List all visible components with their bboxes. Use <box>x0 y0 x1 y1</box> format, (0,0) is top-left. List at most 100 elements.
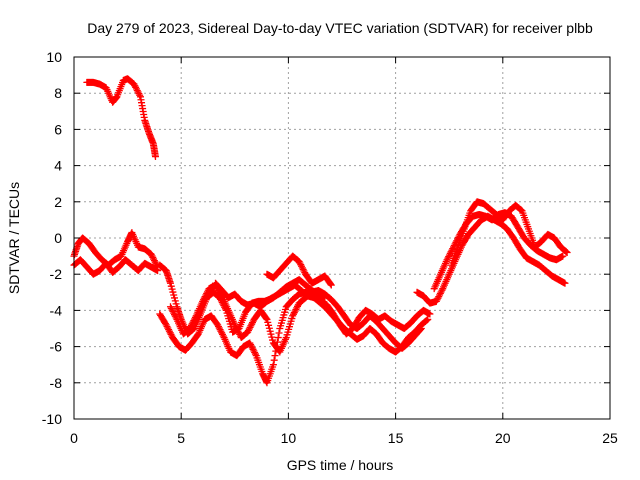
data-point <box>436 291 444 299</box>
data-point <box>298 264 306 272</box>
data-point <box>298 262 306 270</box>
grid <box>74 57 610 419</box>
data-point <box>134 88 142 96</box>
data-point <box>563 248 571 256</box>
data-point <box>245 325 253 333</box>
data-point <box>248 319 256 327</box>
chart-title: Day 279 of 2023, Sidereal Day-to-day VTE… <box>87 20 593 36</box>
data-point <box>231 321 239 329</box>
data-point <box>445 253 453 261</box>
data-point <box>136 91 144 99</box>
data-point <box>215 324 223 332</box>
data-point <box>172 314 180 322</box>
data-point <box>450 241 458 249</box>
data-point <box>188 320 196 328</box>
data-point <box>436 289 444 297</box>
data-point <box>244 327 252 335</box>
data-point <box>132 85 140 93</box>
data-point <box>435 293 443 301</box>
data-point <box>232 322 240 330</box>
data-point <box>167 304 175 312</box>
data-point <box>152 260 160 268</box>
y-tick-label: -4 <box>50 302 63 318</box>
data-point <box>437 288 445 296</box>
data-point <box>262 314 270 322</box>
data-point <box>218 329 226 337</box>
data-point <box>424 315 432 323</box>
data-point <box>559 252 567 260</box>
series-track-a <box>83 75 159 161</box>
data-point <box>246 339 254 347</box>
data-point <box>165 327 173 335</box>
data-point <box>561 279 569 287</box>
y-tick-label: -2 <box>50 266 63 282</box>
data-point <box>202 291 210 299</box>
data-point <box>150 255 158 263</box>
y-tick-label: 6 <box>54 121 62 137</box>
data-point <box>191 315 199 323</box>
data-point <box>214 321 222 329</box>
data-point <box>562 247 570 255</box>
data-point <box>186 325 194 332</box>
axis-ticks: 0 5 10 15 20 25 -10 -8 -6 -4 -2 0 2 4 6 8 10 <box>42 49 618 446</box>
x-tick-label: 20 <box>495 430 511 446</box>
data-point <box>168 306 176 314</box>
data-point <box>169 308 177 316</box>
data-point <box>444 254 452 262</box>
y-tick-label: -6 <box>50 339 63 355</box>
data-point <box>434 294 442 302</box>
x-tick-label: 10 <box>281 430 297 446</box>
data-point <box>297 261 305 269</box>
data-point <box>289 312 297 320</box>
data-point <box>187 321 195 329</box>
data-point <box>326 280 334 288</box>
data-point <box>433 296 441 304</box>
data-point <box>247 322 255 330</box>
data-point <box>191 313 199 321</box>
data-point <box>131 82 139 90</box>
data-point <box>249 345 257 353</box>
data-point <box>170 309 178 317</box>
data-point <box>219 332 227 340</box>
data-point <box>132 83 140 91</box>
data-point <box>300 267 308 275</box>
data-point <box>199 296 207 304</box>
data-point <box>271 352 279 360</box>
data-point <box>438 286 446 294</box>
data-point <box>130 80 138 88</box>
data-point <box>443 256 451 264</box>
x-axis-label: GPS time / hours <box>287 457 394 473</box>
data-point <box>293 304 301 312</box>
y-tick-label: -8 <box>50 375 63 391</box>
data-point <box>417 325 425 333</box>
x-tick-label: 15 <box>388 430 404 446</box>
data-point <box>426 310 434 318</box>
data-point <box>445 251 453 259</box>
data-point <box>275 329 283 337</box>
data-point <box>147 250 155 258</box>
y-tick-label: 2 <box>54 194 62 210</box>
y-axis-label: SDTVAR / TECUs <box>6 182 22 294</box>
data-point <box>247 341 255 349</box>
data-point <box>163 322 171 330</box>
data-point <box>274 334 282 342</box>
data-point <box>171 312 179 320</box>
series-track-c <box>70 256 162 278</box>
data-point <box>270 356 278 364</box>
data-point <box>234 327 242 335</box>
data-point <box>167 330 175 338</box>
series-track-k <box>447 198 571 269</box>
data-point <box>217 327 225 335</box>
data-point <box>269 361 277 369</box>
data-point <box>154 267 162 275</box>
x-tick-label: 5 <box>177 430 185 446</box>
data-point <box>232 324 240 332</box>
data-point <box>216 326 224 334</box>
data-point <box>199 297 207 305</box>
data-point <box>203 288 211 296</box>
data-point <box>203 289 211 297</box>
data-point <box>432 297 440 305</box>
data-point <box>248 320 256 328</box>
data-point <box>250 347 258 355</box>
